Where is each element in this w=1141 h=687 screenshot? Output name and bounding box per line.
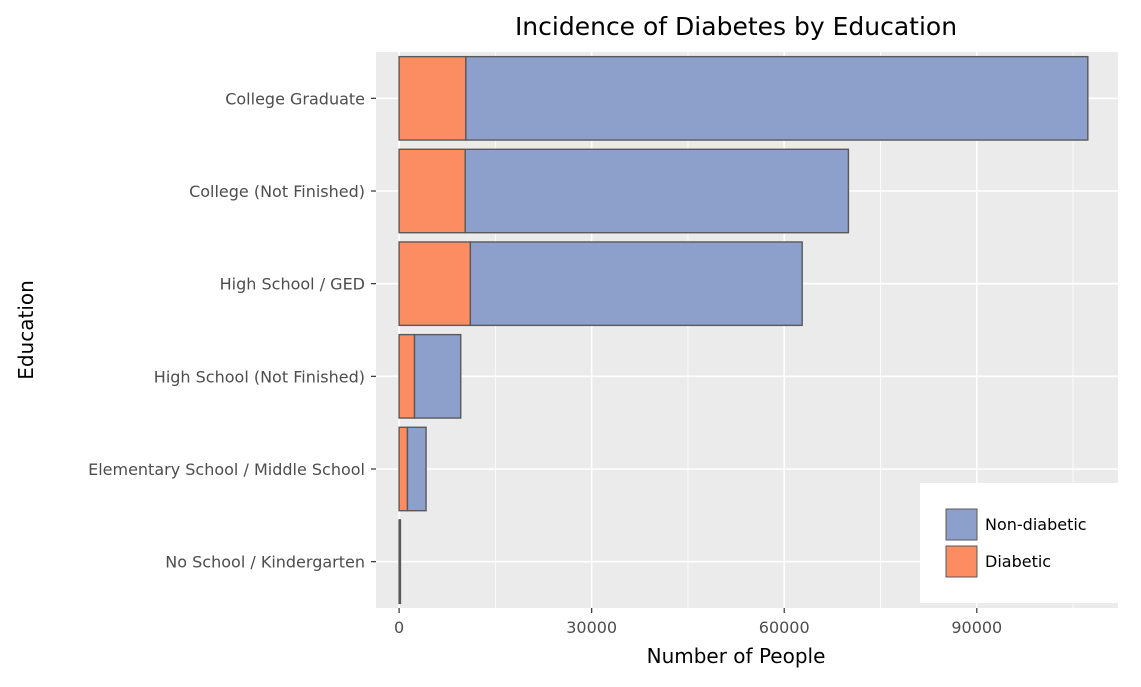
bar-non-diabetic-college-graduate	[465, 55, 1089, 141]
legend-key-non-diabetic	[945, 508, 978, 541]
x-axis-ticks: 0 30000 60000 90000	[394, 608, 1002, 637]
legend-label-non-diabetic: Non-diabetic	[985, 515, 1087, 534]
y-tick-label: College Graduate	[225, 89, 365, 108]
bar-diabetic-college-not-finished	[398, 148, 466, 234]
bar-non-diabetic-college-not-finished	[464, 148, 850, 234]
bar-diabetic-college-graduate	[398, 55, 467, 141]
y-tick-label: High School / GED	[220, 275, 365, 294]
legend-key-diabetic	[945, 545, 978, 578]
x-tick-label: 30000	[566, 618, 617, 637]
y-tick-label: High School (Not Finished)	[154, 367, 365, 386]
bar-non-diabetic-high-school-not-finished	[413, 333, 462, 419]
bar-diabetic-elementary-school-middle-school	[398, 426, 409, 512]
x-tick-label: 60000	[759, 618, 810, 637]
y-tick-label: College (Not Finished)	[189, 182, 365, 201]
bar-diabetic-high-school-not-finished	[398, 333, 416, 419]
legend-box	[920, 483, 1120, 603]
bar-non-diabetic-high-school-ged	[469, 241, 803, 327]
y-axis-title: Education	[14, 280, 38, 380]
chart-title: Incidence of Diabetes by Education	[515, 12, 957, 41]
y-tick-label: No School / Kindergarten	[165, 553, 365, 572]
legend-label-diabetic: Diabetic	[985, 552, 1051, 571]
x-axis-title: Number of People	[647, 644, 826, 668]
bar-non-diabetic-elementary-school-middle-school	[406, 426, 427, 512]
x-tick-label: 0	[394, 618, 404, 637]
legend: Non-diabetic Diabetic	[920, 483, 1120, 603]
x-tick-label: 90000	[951, 618, 1002, 637]
bars	[398, 55, 1089, 605]
y-axis-ticks: College Graduate College (Not Finished) Hi…	[88, 89, 376, 572]
bar-non-diabetic-no-school-kindergarten	[399, 519, 402, 605]
y-tick-label: Elementary School / Middle School	[88, 460, 365, 479]
bar-diabetic-high-school-ged	[398, 241, 472, 327]
